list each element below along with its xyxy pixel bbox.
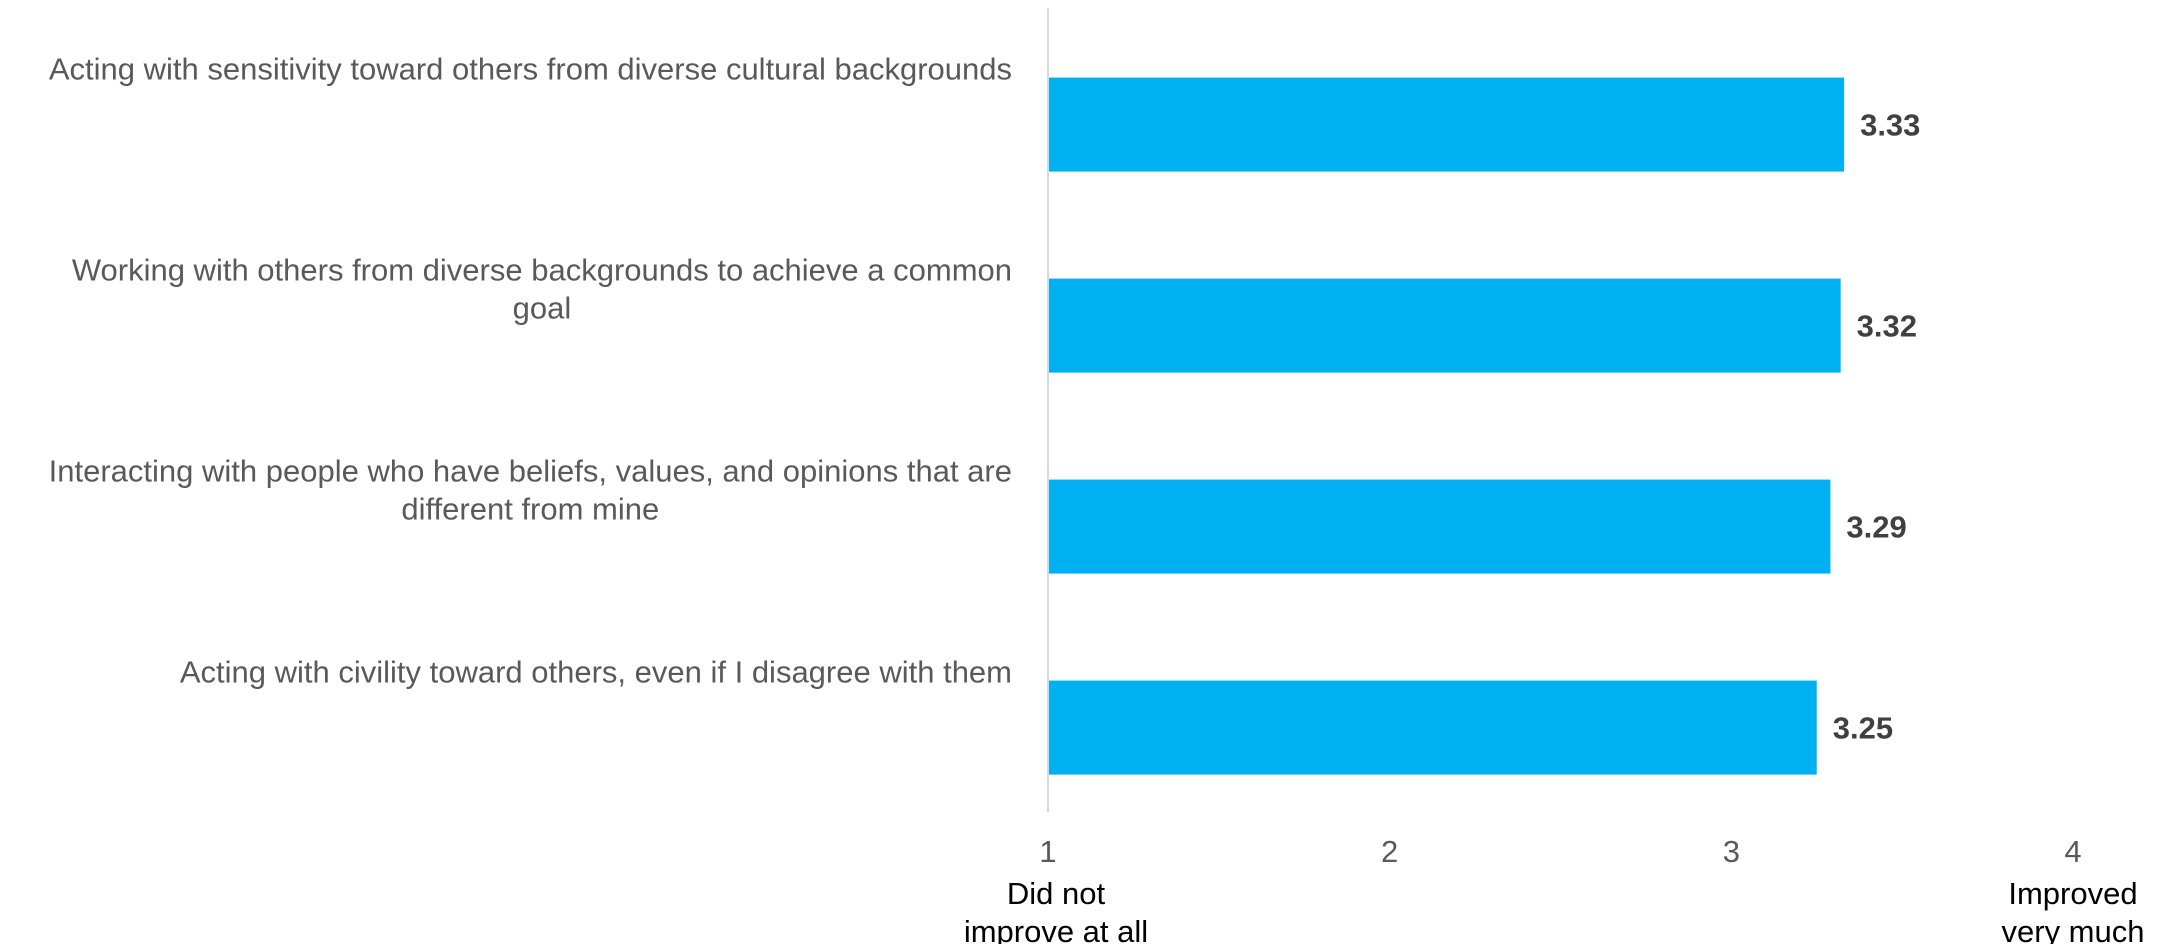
data-label-1: 3.33 <box>1860 108 1920 143</box>
category-label-1-line-1: Acting with sensitivity toward others fr… <box>49 52 1012 87</box>
category-label-3-line-2: different from mine <box>401 492 659 527</box>
category-labels-layer: Acting with sensitivity toward others fr… <box>49 52 1012 690</box>
data-label-2: 3.32 <box>1857 309 1917 344</box>
bar-3 <box>1048 479 1831 574</box>
high-anchor-label-line-2: very much <box>2002 914 2145 944</box>
x-tick-label-4: 4 <box>2064 834 2081 869</box>
data-label-3: 3.29 <box>1846 510 1906 545</box>
category-label-3-line-1: Interacting with people who have beliefs… <box>49 454 1012 489</box>
data-label-4: 3.25 <box>1833 711 1893 746</box>
low-anchor-label-line-2: improve at all <box>964 914 1148 944</box>
category-label-2-line-2: goal <box>513 291 572 326</box>
bars-layer <box>1048 77 1845 775</box>
bar-1 <box>1048 77 1845 172</box>
bar-2 <box>1048 278 1841 373</box>
x-tick-label-3: 3 <box>1723 834 1740 869</box>
category-label-4-line-1: Acting with civility toward others, even… <box>180 655 1012 690</box>
data-labels-layer: 3.33 3.32 3.29 3.25 <box>1833 108 1921 746</box>
low-anchor-label-line-1: Did not <box>1007 876 1106 911</box>
x-tick-label-1: 1 <box>1039 834 1056 869</box>
bar-4 <box>1048 680 1817 775</box>
category-label-2-line-1: Working with others from diverse backgro… <box>72 253 1012 288</box>
x-tick-labels-layer: 1 2 3 4 <box>1039 834 2081 869</box>
x-tick-label-2: 2 <box>1381 834 1398 869</box>
high-anchor-label-line-1: Improved <box>2008 876 2137 911</box>
